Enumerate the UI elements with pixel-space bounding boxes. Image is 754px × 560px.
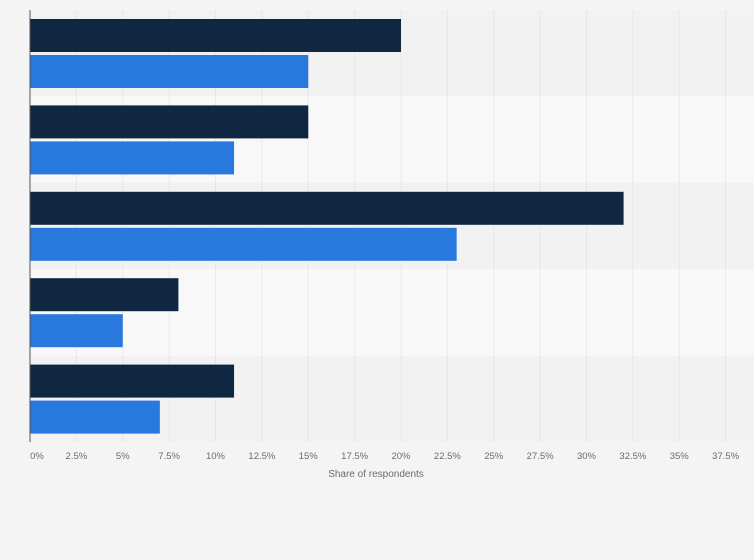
x-tick-label: 32.5%: [619, 451, 646, 462]
x-tick-label: 25%: [484, 451, 504, 462]
x-tick-label: 27.5%: [527, 451, 554, 462]
bar: [30, 191, 624, 225]
x-tick-label: 17.5%: [341, 451, 368, 462]
x-tick-label: 2.5%: [66, 451, 88, 462]
bars: [30, 19, 624, 434]
bar: [30, 278, 179, 312]
bar: [30, 227, 457, 261]
x-tick-label: 12.5%: [248, 451, 275, 462]
x-tick-labels: 0% 2.5% 5% 7.5% 10% 12.5% 15% 17.5% 20% 22.5% 25% 2…: [30, 451, 740, 462]
bar: [30, 19, 401, 52]
x-tick-label: 10%: [206, 451, 226, 462]
x-tick-label: 30%: [577, 451, 597, 462]
x-tick-label: 15%: [299, 451, 319, 462]
x-tick-label: 20%: [391, 451, 411, 462]
bar: [30, 400, 160, 434]
bar: [30, 364, 235, 398]
bar: [30, 105, 309, 139]
x-tick-label: 7.5%: [158, 451, 180, 462]
bar: [30, 314, 123, 348]
x-tick-label: 5%: [116, 451, 130, 462]
x-tick-label: 37.5%: [712, 451, 739, 462]
bar: [30, 141, 235, 175]
x-tick-label: 22.5%: [434, 451, 461, 462]
x-tick-label: 35%: [670, 451, 690, 462]
bar: [30, 55, 309, 88]
x-tick-label: 0%: [30, 451, 44, 462]
x-axis-title: Share of respondents: [328, 469, 424, 480]
